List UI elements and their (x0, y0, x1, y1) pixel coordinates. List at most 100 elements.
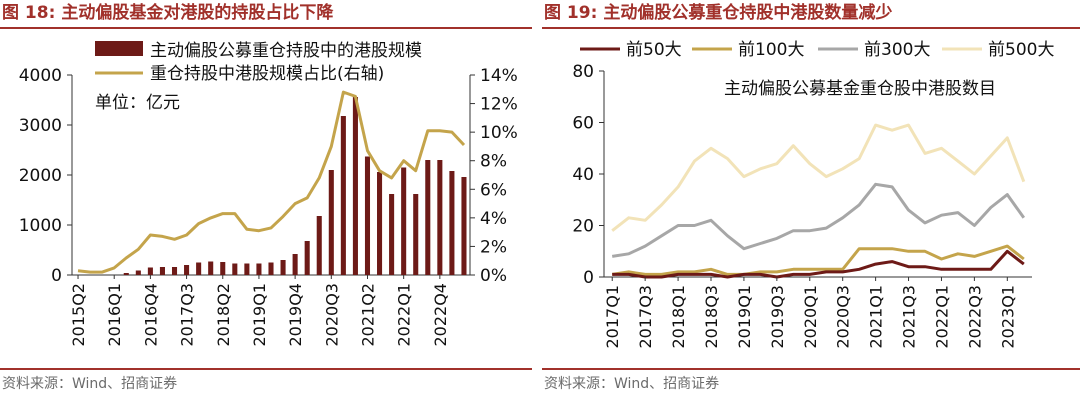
bar-hk-scale (256, 263, 262, 275)
figure-19-top-rule (542, 27, 1080, 29)
bar-hk-scale (316, 216, 322, 275)
figure-18-title-text: 主动偏股基金对港股的持股占比下降 (61, 3, 334, 23)
x-tick-label: 2016Q1 (105, 283, 124, 347)
x-tick-label: 2019Q3 (768, 285, 787, 349)
legend-line-label: 重仓持股中港股规模占比(右轴) (150, 64, 384, 84)
unit-note: 单位：亿元 (95, 93, 180, 113)
figure-18-title: 图 18: 主动偏股基金对港股的持股占比下降 (2, 2, 333, 24)
right-y-tick-label: 6% (480, 180, 507, 200)
left-y-tick-label: 3000 (19, 116, 62, 136)
bar-hk-scale (449, 171, 455, 275)
x-tick-label: 2019Q4 (286, 283, 305, 347)
chart-inner-title: 主动偏股公募基金重仓股中港股数目 (724, 79, 996, 99)
x-tick-label: 2021Q1 (867, 285, 886, 349)
x-tick-label: 2017Q1 (603, 285, 622, 349)
bar-hk-scale (244, 263, 250, 275)
bar-hk-scale (159, 267, 165, 275)
left-y-tick-label: 1000 (19, 216, 62, 236)
bar-hk-scale (171, 267, 178, 275)
x-tick-label: 2022Q3 (965, 285, 984, 349)
x-tick-label: 2020Q1 (801, 285, 820, 349)
bar-hk-scale (184, 265, 190, 275)
bar-hk-scale (220, 262, 226, 275)
line-hk-share (77, 90, 466, 274)
figure-18-panel: 图 18: 主动偏股基金对港股的持股占比下降 0 1000 2000 3000 4000 0… (0, 0, 532, 401)
x-tick-label: 2021Q3 (900, 285, 919, 349)
figure-19-title-text: 主动偏股公募重仓持股中港股数量减少 (603, 3, 893, 23)
left-y-tick-label: 0 (51, 266, 62, 286)
bar-hk-scale (413, 194, 419, 275)
bar-hk-scale (352, 97, 358, 275)
figure-18-number: 图 18: (2, 3, 56, 23)
bar-hk-scale (461, 177, 467, 275)
figure-19-bottom-rule (542, 368, 1080, 370)
figure-18-top-rule (0, 27, 532, 29)
bar-hk-scale (437, 160, 443, 275)
x-tick-label: 2017Q3 (178, 283, 197, 347)
x-tick-label: 2019Q1 (250, 283, 269, 347)
line-top300 (611, 182, 1026, 258)
y-tick-label: 40 (572, 165, 594, 185)
right-y-tick-label: 12% (480, 95, 518, 115)
x-tick-label: 2018Q3 (702, 285, 721, 349)
bar-hk-scale (401, 167, 407, 275)
x-tick-label: 2022Q4 (431, 283, 450, 347)
bar-hk-scale (147, 267, 153, 275)
legend-label-line-top500: 前500大 (988, 40, 1054, 60)
line-top500 (611, 123, 1026, 232)
left-y-tick-label: 2000 (19, 166, 62, 186)
bar-hk-scale (340, 116, 346, 275)
bar-hk-scale (377, 172, 383, 275)
bar-hk-scale (328, 170, 334, 275)
right-y-tick-label: 10% (480, 123, 518, 143)
x-tick-label: 2020Q3 (834, 285, 853, 349)
figure-18-bottom-rule (0, 368, 532, 370)
x-tick-label: 2023Q1 (998, 285, 1017, 349)
figure-19-panel: 图 19: 主动偏股公募重仓持股中港股数量减少 0 20 40 60 80 2017Q1 20… (542, 0, 1080, 401)
line-top100 (611, 244, 1025, 276)
figure-19-title: 图 19: 主动偏股公募重仓持股中港股数量减少 (544, 2, 892, 24)
right-y-tick-label: 4% (480, 209, 507, 229)
figure-19-source: 资料来源：Wind、招商证券 (544, 376, 720, 392)
figure-19-number: 图 19: (544, 3, 598, 23)
x-tick-label: 2015Q2 (69, 283, 88, 347)
bar-hk-scale (135, 270, 141, 275)
bar-hk-scale (304, 241, 310, 275)
y-tick-label: 20 (572, 217, 594, 237)
right-y-tick-label: 2% (480, 237, 507, 257)
x-tick-label: 2020Q3 (322, 283, 341, 347)
right-y-tick-label: 8% (480, 152, 507, 172)
x-tick-label: 2021Q2 (358, 283, 377, 347)
x-tick-label: 2019Q1 (735, 285, 754, 349)
bar-hk-scale (364, 156, 371, 275)
bar-hk-scale (123, 273, 129, 275)
legend-label-line-top300: 前300大 (864, 40, 930, 60)
x-tick-label: 2022Q1 (395, 283, 414, 347)
bar-hk-scale (232, 263, 238, 275)
x-tick-label: 2018Q1 (669, 285, 688, 349)
y-tick-label: 0 (583, 268, 594, 288)
x-tick-label: 2017Q3 (636, 285, 655, 349)
bar-hk-scale (196, 262, 202, 275)
legend-bar-label: 主动偏股公募重仓持股中的港股规模 (150, 41, 422, 61)
bar-hk-scale (208, 261, 214, 275)
legend-label-line-top100: 前100大 (738, 40, 804, 60)
bar-hk-scale (292, 254, 298, 275)
hk-share-bar-line-chart: 0 1000 2000 3000 4000 0% 2% 4% 6% 8% 10% 12% 14% 2015… (19, 41, 518, 347)
bar-hk-scale (280, 260, 286, 275)
bar-hk-scale (268, 262, 274, 275)
y-tick-label: 80 (572, 62, 594, 82)
legend-label-line-top50: 前50大 (626, 40, 682, 60)
bar-hk-scale (425, 160, 431, 275)
right-y-tick-label: 0% (480, 266, 507, 286)
right-y-tick-label: 14% (480, 66, 518, 86)
figure-18-source: 资料来源：Wind、招商证券 (2, 376, 178, 392)
hk-stock-count-line-chart: 0 20 40 60 80 2017Q1 2017Q3 2018Q1 2018Q3 2019Q1 2… (572, 40, 1054, 349)
y-tick-label: 60 (572, 114, 594, 134)
left-y-tick-label: 4000 (19, 66, 62, 86)
bar-hk-scale (389, 194, 395, 275)
x-tick-label: 2016Q4 (141, 283, 160, 347)
legend-bar-swatch (95, 41, 143, 56)
x-tick-label: 2022Q1 (932, 285, 951, 349)
x-tick-label: 2018Q2 (214, 283, 233, 347)
